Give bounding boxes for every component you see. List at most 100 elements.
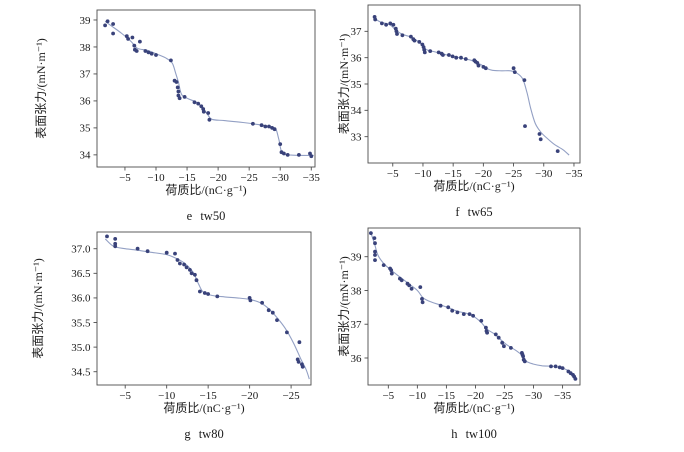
data-point <box>207 117 212 122</box>
data-point <box>511 66 516 71</box>
data-point <box>537 132 542 136</box>
data-point <box>105 234 109 239</box>
y-tick-label: 35 <box>80 123 92 135</box>
x-tick-label: −20 <box>467 390 485 402</box>
data-point <box>436 50 441 55</box>
data-point <box>189 271 194 276</box>
data-point <box>270 310 275 315</box>
data-point <box>300 364 305 369</box>
data-point <box>267 124 271 129</box>
data-point <box>192 100 197 105</box>
data-point <box>272 127 277 132</box>
data-point <box>372 236 377 240</box>
data-point <box>484 325 488 330</box>
y-tick-label: 34 <box>80 150 92 162</box>
data-point <box>182 95 187 99</box>
data-points <box>372 15 560 154</box>
data-point <box>521 354 525 359</box>
chart-caption: e tw50 <box>186 209 226 223</box>
data-point <box>113 244 118 249</box>
data-point <box>206 111 211 115</box>
chart-f-tw65: −5 −10 −15 −20 −25 −30 −35 33 34 35 36 37 荷质比/(nC·g⁻… <box>337 0 654 226</box>
chart-g-tw80: −5 −10 −15 −20 −25 34.5 35.0 35.5 36.0 36.5 37.0 荷质… <box>28 226 344 452</box>
data-point <box>196 101 201 106</box>
data-point <box>259 123 264 128</box>
data-point <box>422 50 427 55</box>
data-point <box>184 265 189 270</box>
data-point <box>428 49 433 53</box>
y-tick-label: 36 <box>351 52 363 64</box>
data-point <box>549 364 553 369</box>
data-point <box>447 53 451 57</box>
data-point <box>146 50 151 55</box>
y-tick-label: 36.0 <box>71 293 91 305</box>
data-point <box>573 377 578 381</box>
data-point <box>373 17 378 22</box>
data-point <box>399 278 404 283</box>
data-point <box>169 58 173 63</box>
chart-canvas: −5 −10 −15 −20 −25 −30 −35 34 35 36 37 38 39 荷质比/(nC·… <box>34 9 321 197</box>
data-point <box>178 261 182 266</box>
data-point <box>173 251 177 256</box>
data-point <box>201 109 206 114</box>
data-point <box>380 21 384 26</box>
trend-line <box>104 238 310 380</box>
x-tick-label: −35 <box>554 390 572 402</box>
data-point <box>409 34 413 39</box>
data-point <box>388 21 393 26</box>
x-tick-label: −15 <box>445 168 463 180</box>
data-point <box>285 153 290 157</box>
x-tick-label: −15 <box>178 172 196 184</box>
x-tick-label: −35 <box>303 172 321 184</box>
data-point <box>389 268 394 273</box>
y-axis-label: 表面张力/(mN·m⁻¹) <box>31 258 45 359</box>
x-axis-label: 荷质比/(nC·g⁻¹) <box>163 401 244 415</box>
data-point <box>557 365 562 370</box>
x-tick-label: −30 <box>535 168 553 180</box>
data-point <box>538 137 543 142</box>
data-point <box>381 263 386 267</box>
data-point <box>188 268 192 272</box>
x-tick-label: −35 <box>565 168 583 180</box>
data-point <box>450 308 455 313</box>
data-point <box>194 278 199 283</box>
data-point <box>459 55 463 60</box>
x-tick-label: −5 <box>382 390 394 402</box>
data-point <box>309 154 314 159</box>
data-point <box>266 308 271 313</box>
y-tick-label: 35.5 <box>71 317 91 329</box>
data-point <box>463 57 468 61</box>
data-point <box>132 43 137 48</box>
x-axis-label: 荷质比/(nC·g⁻¹) <box>433 401 514 415</box>
data-point <box>560 366 565 370</box>
data-point <box>149 51 154 56</box>
data-point <box>407 283 412 288</box>
y-tick-label: 34.5 <box>71 367 91 379</box>
data-point <box>373 249 377 254</box>
data-point <box>174 80 179 84</box>
data-point <box>420 300 425 305</box>
data-point <box>373 241 377 246</box>
y-tick-label: 36 <box>351 353 363 365</box>
chart-caption: g tw80 <box>184 427 224 441</box>
data-point <box>485 330 489 335</box>
data-point <box>476 63 481 68</box>
y-tick-label: 39 <box>351 251 363 263</box>
plot-frame <box>96 9 316 168</box>
y-tick-label: 35 <box>351 79 363 91</box>
data-point <box>176 89 181 94</box>
chart-canvas: −5 −10 −15 −20 −25 34.5 35.0 35.5 36.0 36.5 37.0 荷质… <box>31 231 312 415</box>
x-tick-label: −15 <box>200 390 218 402</box>
y-tick-label: 37.0 <box>71 244 91 256</box>
data-point <box>509 346 513 350</box>
y-axis-label: 表面张力/(mN·m⁻¹) <box>337 34 351 135</box>
data-point <box>400 33 405 38</box>
trend-line <box>104 20 314 156</box>
data-point <box>278 142 283 147</box>
y-tick-label: 37 <box>351 26 363 38</box>
data-point <box>134 49 139 53</box>
data-point <box>143 49 148 53</box>
data-point <box>154 53 158 57</box>
y-tick-label: 36.5 <box>71 268 91 280</box>
y-tick-label: 33 <box>351 131 363 143</box>
